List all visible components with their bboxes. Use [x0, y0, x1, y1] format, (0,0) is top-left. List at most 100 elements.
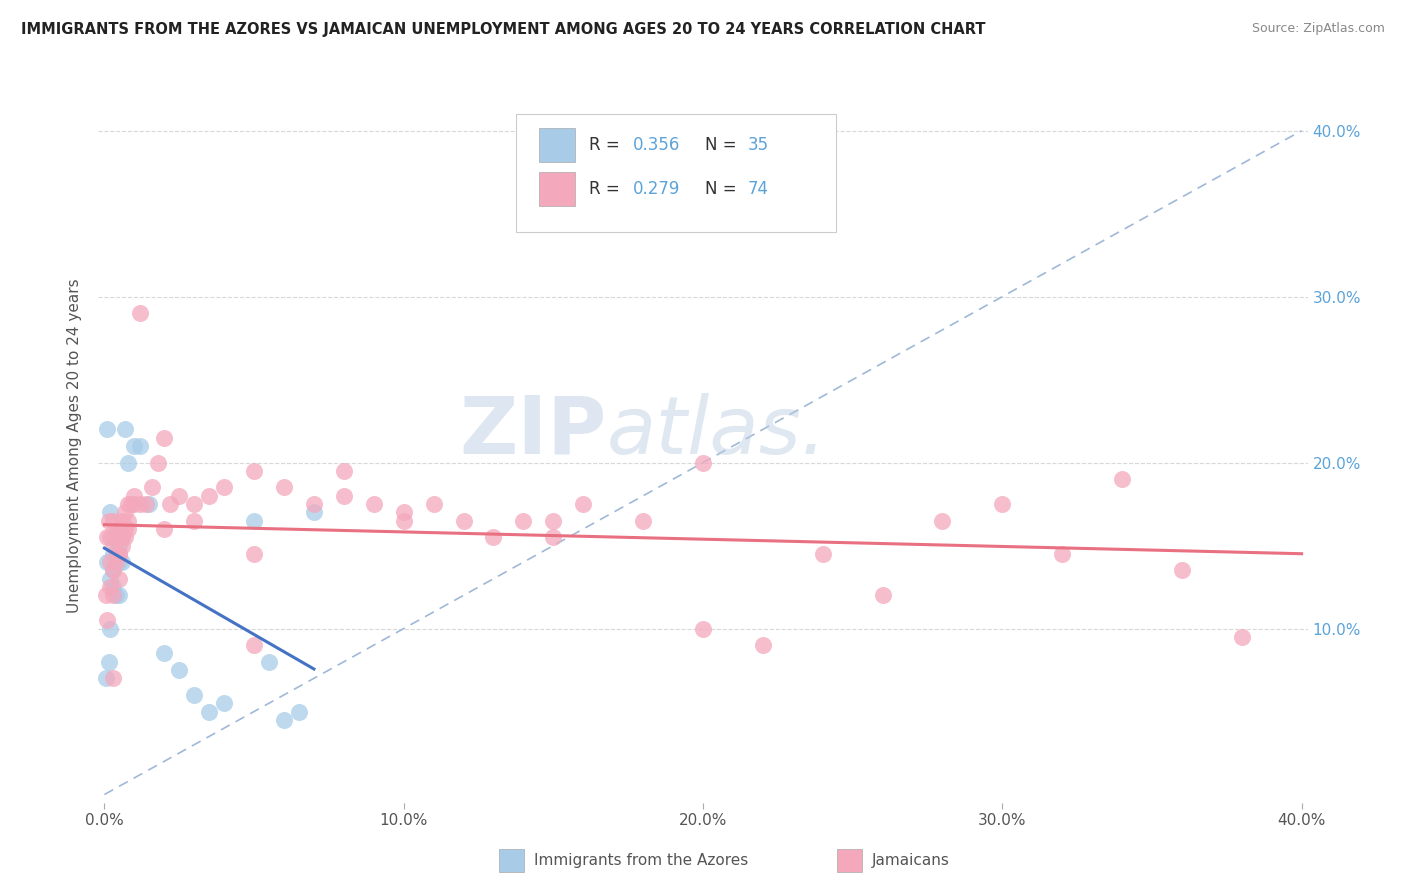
- Point: [105, 555, 128, 569]
- Point: [114, 422, 136, 436]
- Point: [212, 696, 235, 710]
- Point: [572, 497, 595, 511]
- Point: [94, 671, 117, 685]
- Point: [100, 580, 122, 594]
- Point: [129, 439, 152, 453]
- Point: [117, 497, 139, 511]
- Point: [392, 505, 415, 519]
- Point: [288, 705, 311, 719]
- Point: [103, 514, 125, 528]
- Point: [108, 547, 131, 561]
- Point: [96, 422, 118, 436]
- Point: [108, 522, 131, 536]
- Point: [100, 505, 122, 519]
- Text: atlas.: atlas.: [606, 392, 827, 471]
- Point: [103, 564, 125, 578]
- Point: [273, 713, 295, 727]
- Point: [153, 522, 176, 536]
- Point: [108, 522, 131, 536]
- Point: [108, 572, 131, 586]
- Point: [153, 647, 176, 661]
- Point: [1111, 472, 1133, 486]
- Point: [141, 481, 163, 495]
- Point: [114, 530, 136, 544]
- Point: [96, 613, 118, 627]
- Point: [111, 530, 134, 544]
- Point: [129, 306, 152, 320]
- Text: 0.279: 0.279: [633, 180, 681, 198]
- Point: [103, 530, 125, 544]
- Point: [103, 671, 125, 685]
- Point: [105, 530, 128, 544]
- Point: [105, 547, 128, 561]
- Point: [183, 688, 205, 702]
- Point: [512, 514, 534, 528]
- Point: [124, 489, 146, 503]
- Text: R =: R =: [589, 180, 626, 198]
- Point: [108, 539, 131, 553]
- Point: [991, 497, 1014, 511]
- Text: 0.356: 0.356: [633, 136, 681, 153]
- Point: [111, 514, 134, 528]
- Point: [302, 497, 325, 511]
- Point: [100, 572, 122, 586]
- Point: [111, 555, 134, 569]
- Point: [94, 588, 117, 602]
- Point: [422, 497, 444, 511]
- Point: [333, 489, 356, 503]
- Point: [543, 514, 565, 528]
- Point: [631, 514, 654, 528]
- Point: [105, 530, 128, 544]
- Point: [105, 530, 128, 544]
- Point: [811, 547, 834, 561]
- Point: [111, 530, 134, 544]
- Point: [103, 564, 125, 578]
- Point: [198, 705, 221, 719]
- Y-axis label: Unemployment Among Ages 20 to 24 years: Unemployment Among Ages 20 to 24 years: [67, 278, 83, 614]
- Point: [167, 663, 190, 677]
- Point: [124, 439, 146, 453]
- Text: IMMIGRANTS FROM THE AZORES VS JAMAICAN UNEMPLOYMENT AMONG AGES 20 TO 24 YEARS CO: IMMIGRANTS FROM THE AZORES VS JAMAICAN U…: [21, 22, 986, 37]
- Point: [243, 514, 266, 528]
- Point: [183, 514, 205, 528]
- Point: [97, 655, 120, 669]
- Point: [363, 497, 385, 511]
- Point: [103, 547, 125, 561]
- Point: [135, 497, 157, 511]
- Point: [167, 489, 190, 503]
- Point: [453, 514, 475, 528]
- Point: [108, 555, 131, 569]
- Point: [257, 655, 280, 669]
- Point: [243, 464, 266, 478]
- Text: N =: N =: [706, 136, 742, 153]
- Point: [100, 555, 122, 569]
- Point: [120, 497, 142, 511]
- Point: [105, 588, 128, 602]
- Point: [931, 514, 953, 528]
- Point: [392, 514, 415, 528]
- Point: [273, 481, 295, 495]
- Text: Source: ZipAtlas.com: Source: ZipAtlas.com: [1251, 22, 1385, 36]
- Point: [752, 638, 775, 652]
- Text: Immigrants from the Azores: Immigrants from the Azores: [534, 854, 748, 868]
- Point: [114, 522, 136, 536]
- Point: [243, 638, 266, 652]
- Text: R =: R =: [589, 136, 626, 153]
- Point: [692, 456, 714, 470]
- Point: [243, 547, 266, 561]
- Bar: [538, 172, 575, 206]
- Point: [97, 514, 120, 528]
- Point: [482, 530, 505, 544]
- Point: [108, 522, 131, 536]
- Point: [198, 489, 221, 503]
- Point: [1171, 564, 1194, 578]
- Text: N =: N =: [706, 180, 742, 198]
- Text: 74: 74: [748, 180, 769, 198]
- FancyBboxPatch shape: [516, 114, 837, 232]
- Text: Jamaicans: Jamaicans: [872, 854, 949, 868]
- Point: [159, 497, 181, 511]
- Text: 35: 35: [748, 136, 769, 153]
- Point: [872, 588, 894, 602]
- Point: [117, 456, 139, 470]
- Point: [117, 522, 139, 536]
